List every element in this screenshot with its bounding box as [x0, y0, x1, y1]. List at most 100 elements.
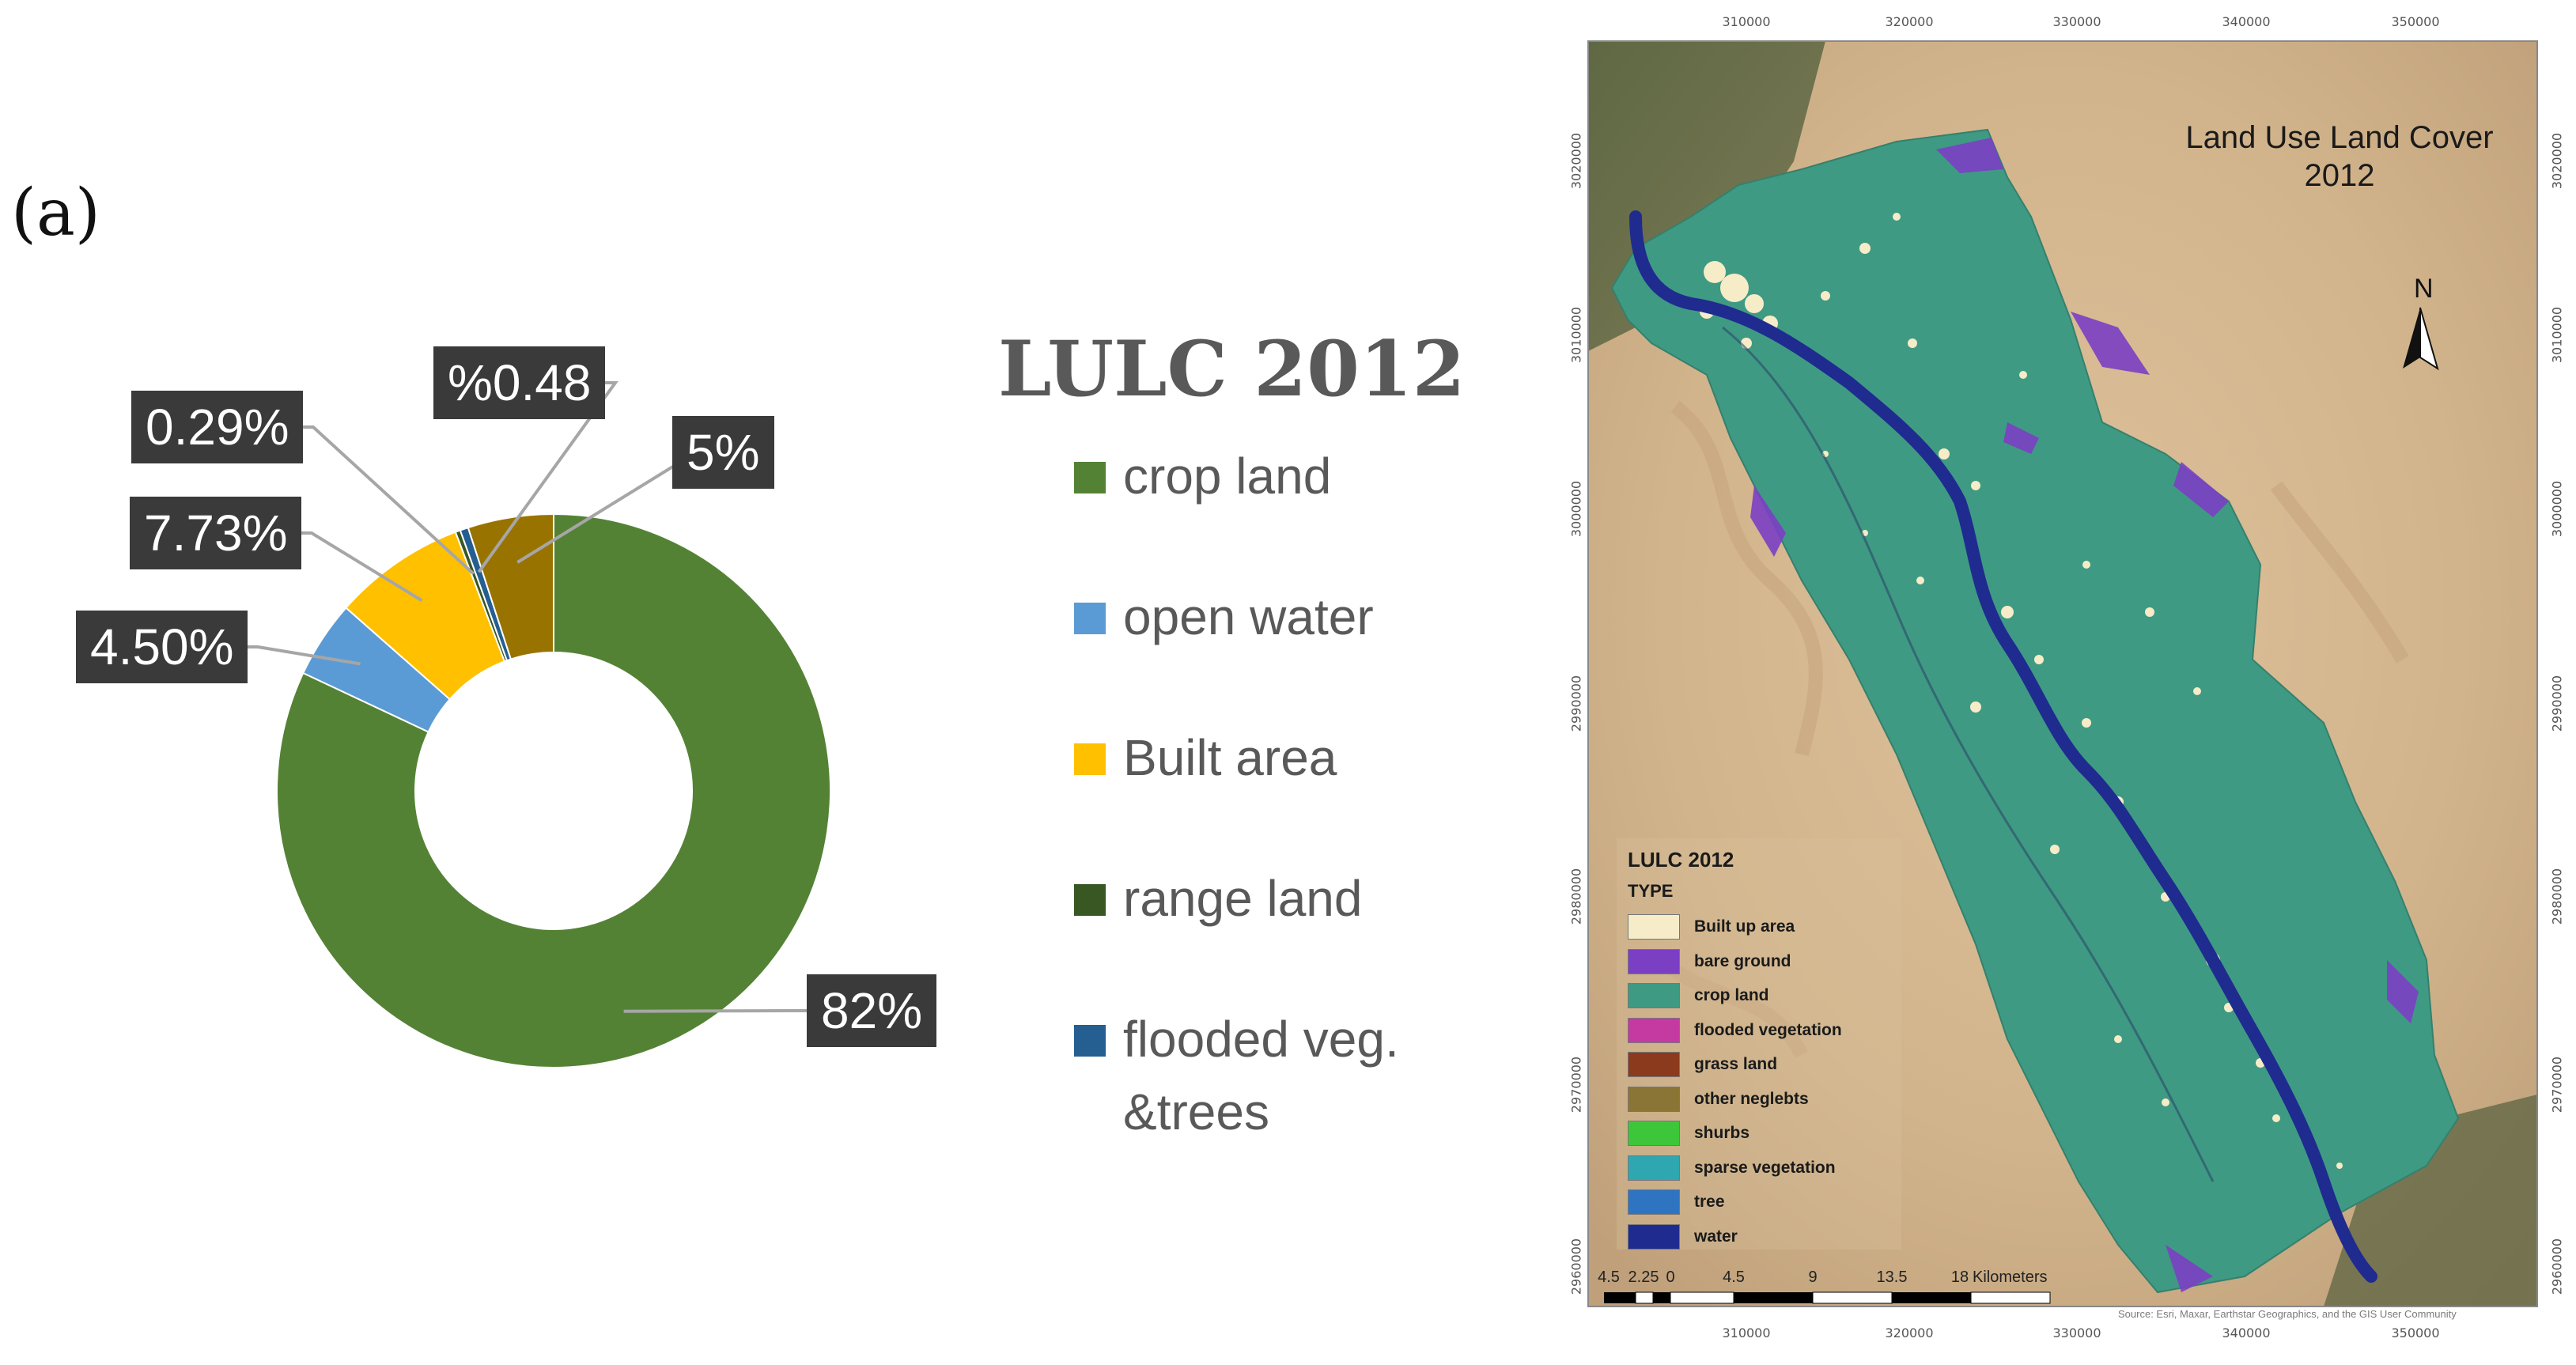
y-tick: 3020000	[2549, 132, 2565, 190]
legend-item: crop land	[1074, 440, 1331, 512]
map-title: Land Use Land Cover 2012	[2185, 120, 2494, 193]
y-tick: 3000000	[2549, 480, 2565, 538]
x-tick: 340000	[2222, 1325, 2271, 1340]
map-legend-item: tree	[1628, 1186, 1725, 1218]
map-legend-label: water	[1694, 1227, 1738, 1246]
map-legend-item: flooded vegetation	[1628, 1015, 1842, 1046]
x-tick: 320000	[1885, 1325, 1934, 1340]
map-legend-item: grass land	[1628, 1049, 1777, 1080]
map-legend-item: crop land	[1628, 980, 1769, 1011]
y-tick: 3010000	[1568, 306, 1584, 364]
scale-label: 4.5	[1598, 1269, 1620, 1286]
map-legend-label: shurbs	[1694, 1124, 1750, 1142]
map-legend-label: other neglebts	[1694, 1089, 1809, 1108]
map-legend-item: Built up area	[1628, 911, 1795, 943]
legend-label: crop land	[1123, 448, 1332, 505]
map-image	[1587, 40, 2538, 1307]
map-legend-panel	[1617, 838, 1901, 1250]
y-tick: 3000000	[1568, 480, 1584, 538]
legend-swatch	[1074, 884, 1106, 916]
y-tick: 3020000	[1568, 132, 1584, 190]
desert-ridges	[1655, 400, 2409, 1059]
river-water	[1629, 210, 2377, 1283]
north-label: N	[2414, 274, 2434, 304]
map-credit: Source: Esri, Maxar, Earthstar Geographi…	[2118, 1308, 2457, 1320]
x-tick: 350000	[2391, 14, 2440, 29]
legend-label: flooded veg. &trees	[1123, 1011, 1399, 1140]
map-legend-swatch	[1628, 1086, 1680, 1112]
x-tick: 350000	[2391, 1325, 2440, 1340]
scale-label: 13.5	[1876, 1269, 1908, 1286]
y-tick: 2990000	[1568, 675, 1584, 732]
map-legend-label: tree	[1694, 1193, 1725, 1211]
y-tick: 2970000	[2549, 1056, 2565, 1114]
x-tick: 320000	[1885, 14, 1934, 29]
north-arrow-icon	[2403, 307, 2439, 371]
x-tick: 330000	[2052, 1325, 2101, 1340]
map-legend-label: flooded vegetation	[1694, 1020, 1842, 1039]
legend-swatch	[1074, 603, 1106, 634]
bare-ground-patches	[1750, 138, 2419, 1292]
legend-swatch	[1074, 743, 1106, 775]
legend-label: range land	[1123, 870, 1363, 927]
data-label: 0.29%	[131, 391, 304, 463]
x-tick: 310000	[1722, 1325, 1771, 1340]
y-tick: 2990000	[2549, 675, 2565, 732]
y-tick: 2960000	[1568, 1238, 1584, 1295]
y-tick: 2970000	[1568, 1056, 1584, 1114]
map-legend-item: water	[1628, 1221, 1738, 1253]
map-legend-swatch	[1628, 1017, 1680, 1043]
lulc-map: 310000 320000 330000 340000 350000 31000…	[1564, 11, 2569, 1356]
legend-item: Built area	[1074, 721, 1337, 794]
map-legend-swatch	[1628, 983, 1680, 1008]
legend-label: open water	[1123, 588, 1374, 645]
map-legend-swatch	[1628, 1052, 1680, 1077]
map-legend-swatch	[1628, 1189, 1680, 1215]
map-legend-label: sparse vegetation	[1694, 1158, 1836, 1177]
x-tick: 330000	[2052, 14, 2101, 29]
scale-label: 9	[1808, 1269, 1818, 1286]
x-tick: 310000	[1722, 14, 1771, 29]
map-legend-item: bare ground	[1628, 946, 1791, 977]
scale-label: 18	[1950, 1269, 1969, 1286]
y-tick: 2960000	[2549, 1238, 2565, 1295]
map-legend-item: other neglebts	[1628, 1083, 1809, 1115]
panel-label: (a)	[11, 176, 100, 251]
map-legend-title: LULC 2012	[1628, 848, 1734, 872]
map-legend-item: sparse vegetation	[1628, 1152, 1836, 1184]
canal-line	[1722, 326, 2215, 1182]
scale-bar	[1604, 1291, 2051, 1304]
data-label: 4.50%	[76, 611, 248, 683]
data-label: %0.48	[433, 346, 606, 419]
legend-item: open water	[1074, 580, 1374, 653]
legend-title: LULC 2012	[998, 324, 1466, 414]
map-legend-label: grass land	[1694, 1055, 1778, 1073]
legend-item: flooded veg. &trees	[1074, 1003, 1399, 1148]
map-legend-label: Built up area	[1694, 917, 1795, 936]
map-legend-label: crop land	[1694, 986, 1769, 1004]
map-legend-swatch	[1628, 914, 1680, 940]
legend-swatch	[1074, 1025, 1106, 1057]
legend-item: range land	[1074, 862, 1362, 935]
map-legend-swatch	[1628, 1223, 1680, 1250]
scale-label: 0	[1666, 1269, 1675, 1286]
map-border	[1587, 40, 2538, 1307]
map-legend-swatch	[1628, 1121, 1680, 1146]
legend-label: Built area	[1123, 729, 1337, 786]
map-legend-swatch	[1628, 948, 1680, 974]
map-legend-item: shurbs	[1628, 1117, 1749, 1149]
data-label: 5%	[672, 416, 774, 489]
data-label: 82%	[807, 974, 937, 1047]
x-tick: 340000	[2222, 14, 2271, 29]
scale-label: 4.5	[1723, 1269, 1745, 1286]
pie-slice	[467, 512, 554, 660]
scale-label: 2.25	[1628, 1269, 1659, 1286]
map-legend-swatch	[1628, 1155, 1680, 1181]
y-tick: 2980000	[2549, 868, 2565, 925]
y-tick: 2980000	[1568, 868, 1584, 925]
pie-slice	[276, 512, 831, 1068]
map-legend-type: TYPE	[1628, 881, 1674, 901]
map-legend-label: bare ground	[1694, 951, 1791, 970]
donut-chart	[234, 381, 831, 1068]
data-label: 7.73%	[130, 497, 302, 569]
